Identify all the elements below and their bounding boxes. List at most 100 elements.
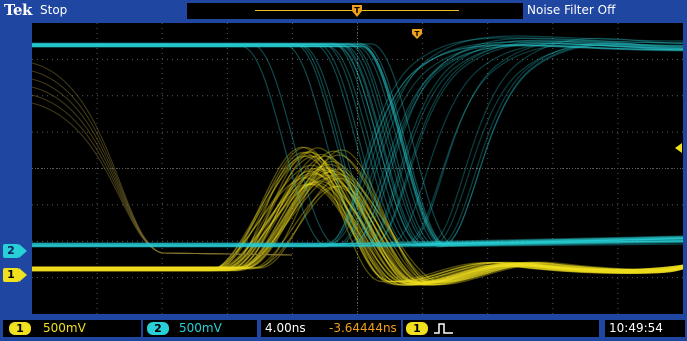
ch2-falling-trace <box>32 44 683 246</box>
ch1-pulse-trace <box>32 185 683 284</box>
ch2-falling-trace <box>32 44 683 248</box>
ch2-falling-trace <box>32 44 683 247</box>
ch2-falling-trace <box>32 45 683 245</box>
ch2-rising-trace <box>32 37 683 248</box>
ch1-pulse-trace <box>32 168 683 285</box>
ch2-falling-trace <box>32 44 683 246</box>
ch2-rising-trace <box>32 37 683 246</box>
horizontal-position: -3.64444ns <box>329 321 397 335</box>
clock-readout: 10:49:54 <box>605 320 685 337</box>
ch1-marker-arrow-icon <box>19 268 27 282</box>
ch2-marker-label: 2 <box>3 244 19 258</box>
ch2-rising-trace <box>32 40 683 247</box>
ch1-pulse-trace <box>32 170 683 283</box>
ch1-pulse-trace <box>32 185 683 283</box>
ch2-rising-trace <box>32 43 683 248</box>
ch2-rising-trace <box>32 39 683 247</box>
ch2-ground-marker[interactable]: 2 <box>3 244 27 258</box>
readout-bar: 1 500mV 2 500mV 4.00ns -3.64444ns 1 10:4… <box>0 317 687 341</box>
ch1-pulse-trace <box>32 183 683 286</box>
svg-text:T: T <box>354 6 360 15</box>
ch2-falling-trace <box>32 43 683 245</box>
ch2-rising-trace <box>32 44 683 245</box>
rising-edge-pulse-icon <box>434 323 453 334</box>
clock-time: 10:49:54 <box>609 321 663 335</box>
waveform-graticule[interactable]: T <box>32 23 683 314</box>
ch2-falling-trace <box>32 45 683 248</box>
ch1-pulse-trace <box>32 172 683 284</box>
ch1-pulse-trace <box>32 181 683 285</box>
graticule-grid <box>32 23 683 314</box>
ch1-pulse-trace <box>32 155 683 286</box>
ch2-falling-trace <box>32 44 683 245</box>
ch2-rising-trace <box>32 43 683 244</box>
ch1-pulse-trace <box>32 151 683 285</box>
ch2-falling-trace <box>32 44 683 245</box>
ch1-pulse-trace <box>32 183 683 283</box>
ch1-ground-marker[interactable]: 1 <box>3 268 27 282</box>
ch2-falling-trace <box>32 46 683 245</box>
ch2-rising-trace <box>32 42 683 247</box>
acquisition-state[interactable]: Stop <box>40 3 68 17</box>
ch2-falling-trace <box>32 45 683 247</box>
ch2-rising-trace <box>32 45 683 245</box>
ch1-pulse-trace <box>32 160 683 283</box>
ch1-dim-trace <box>32 102 293 256</box>
ch1-scale: 500mV <box>43 321 86 335</box>
ch2-falling-trace <box>32 43 683 244</box>
ch1-pulse-trace <box>32 146 683 286</box>
ch1-marker-label: 1 <box>3 268 19 282</box>
ch1-pulse-trace <box>32 147 683 286</box>
ch1-dim-trace <box>32 70 293 256</box>
ch1-pulse-trace <box>32 173 683 283</box>
ch1-pulse-trace <box>32 177 683 286</box>
ch2-falling-trace <box>32 43 683 246</box>
ch1-pulse-trace <box>32 164 683 284</box>
ch2-marker-arrow-icon <box>19 244 27 258</box>
ch1-pulse-trace <box>32 153 683 283</box>
ch1-pulse-trace <box>32 151 683 283</box>
ch2-falling-trace <box>32 43 683 247</box>
ch2-rising-trace <box>32 41 683 244</box>
ch2-rising-trace <box>32 44 683 247</box>
record-view-bar: T <box>187 3 523 19</box>
ch1-pulse-trace <box>32 155 683 286</box>
ch1-pulse-trace <box>32 170 683 286</box>
noise-filter-status[interactable]: Noise Filter Off <box>527 3 616 17</box>
ch2-falling-trace <box>32 43 683 245</box>
ch1-pulse-trace <box>32 168 683 284</box>
ch1-readout[interactable]: 1 500mV <box>3 320 141 337</box>
ch2-readout[interactable]: 2 500mV <box>143 320 257 337</box>
ch2-falling-trace <box>32 44 683 245</box>
ch2-rising-trace <box>32 44 683 248</box>
ch2-falling-trace <box>32 43 683 246</box>
ch1-pulse-trace <box>32 163 683 283</box>
ch1-pulse-trace <box>32 169 683 284</box>
ch1-pulse-trace <box>32 151 683 283</box>
ch2-falling-trace <box>32 44 683 247</box>
ch1-pulse-trace <box>32 180 683 286</box>
ch2-rising-trace <box>32 42 683 246</box>
ch2-rising-trace <box>32 37 683 245</box>
ch1-pulse-trace <box>32 173 683 283</box>
ch1-pulse-trace <box>32 177 683 284</box>
horizontal-readout[interactable]: 4.00ns -3.64444ns <box>261 320 401 337</box>
ch1-pulse-trace <box>32 174 683 284</box>
trigger-level-arrow-icon[interactable] <box>675 143 682 153</box>
ch2-rising-trace <box>32 44 683 245</box>
ch2-rising-trace <box>32 40 683 248</box>
ch2-falling-trace <box>32 46 683 246</box>
brand-logo: Tek <box>4 1 32 19</box>
ch2-falling-trace <box>32 42 683 246</box>
ch2-rising-trace <box>32 44 683 247</box>
ch2-falling-trace <box>32 43 683 247</box>
ch1-pulse-trace <box>32 150 683 286</box>
trigger-readout[interactable]: 1 <box>403 320 599 337</box>
status-bar: Tek Stop T Noise Filter Off <box>0 0 687 22</box>
ch1-pulse-trace <box>32 177 683 283</box>
trigger-time-marker-icon: T <box>412 29 422 39</box>
ch2-rising-trace <box>32 40 683 247</box>
waveform-traces: T <box>32 29 683 286</box>
ch1-chip: 1 <box>9 322 31 335</box>
